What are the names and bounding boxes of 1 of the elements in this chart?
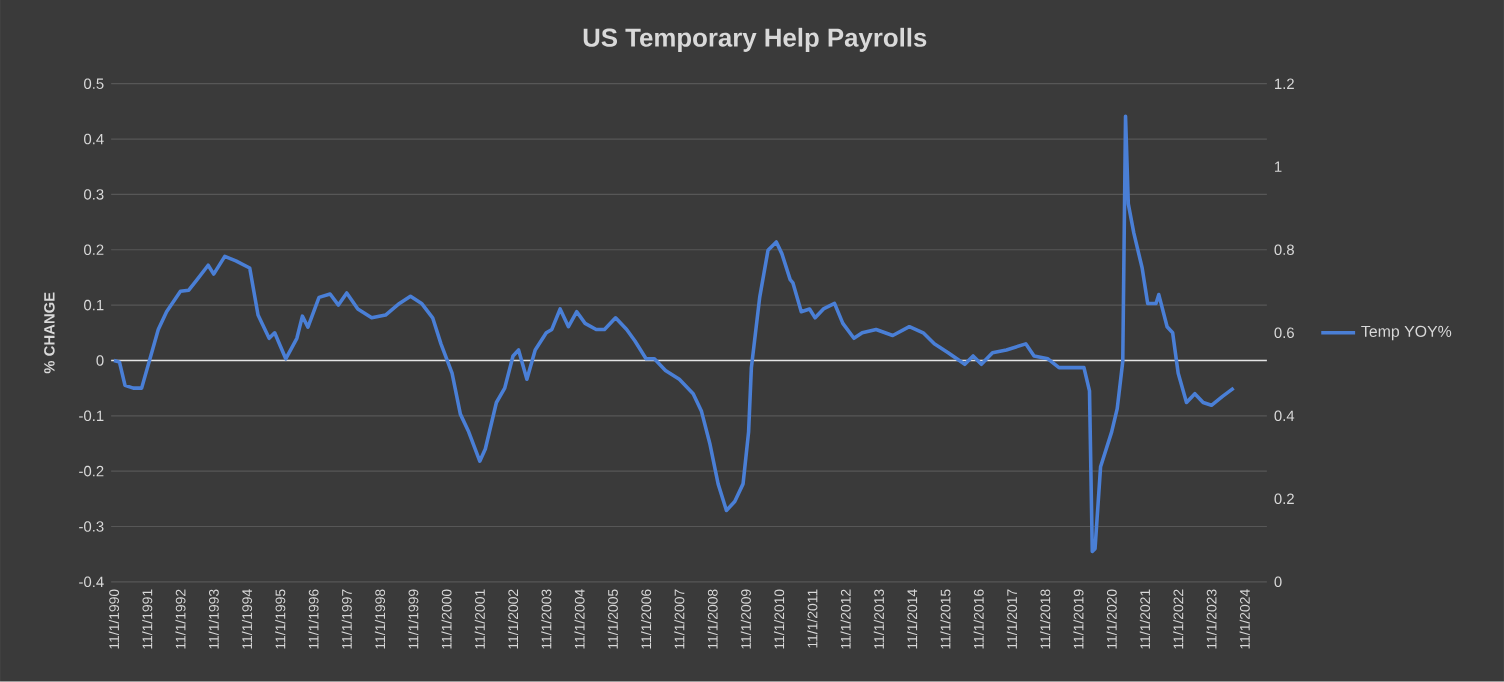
chart-title: US Temporary Help Payrolls [583, 28, 927, 53]
